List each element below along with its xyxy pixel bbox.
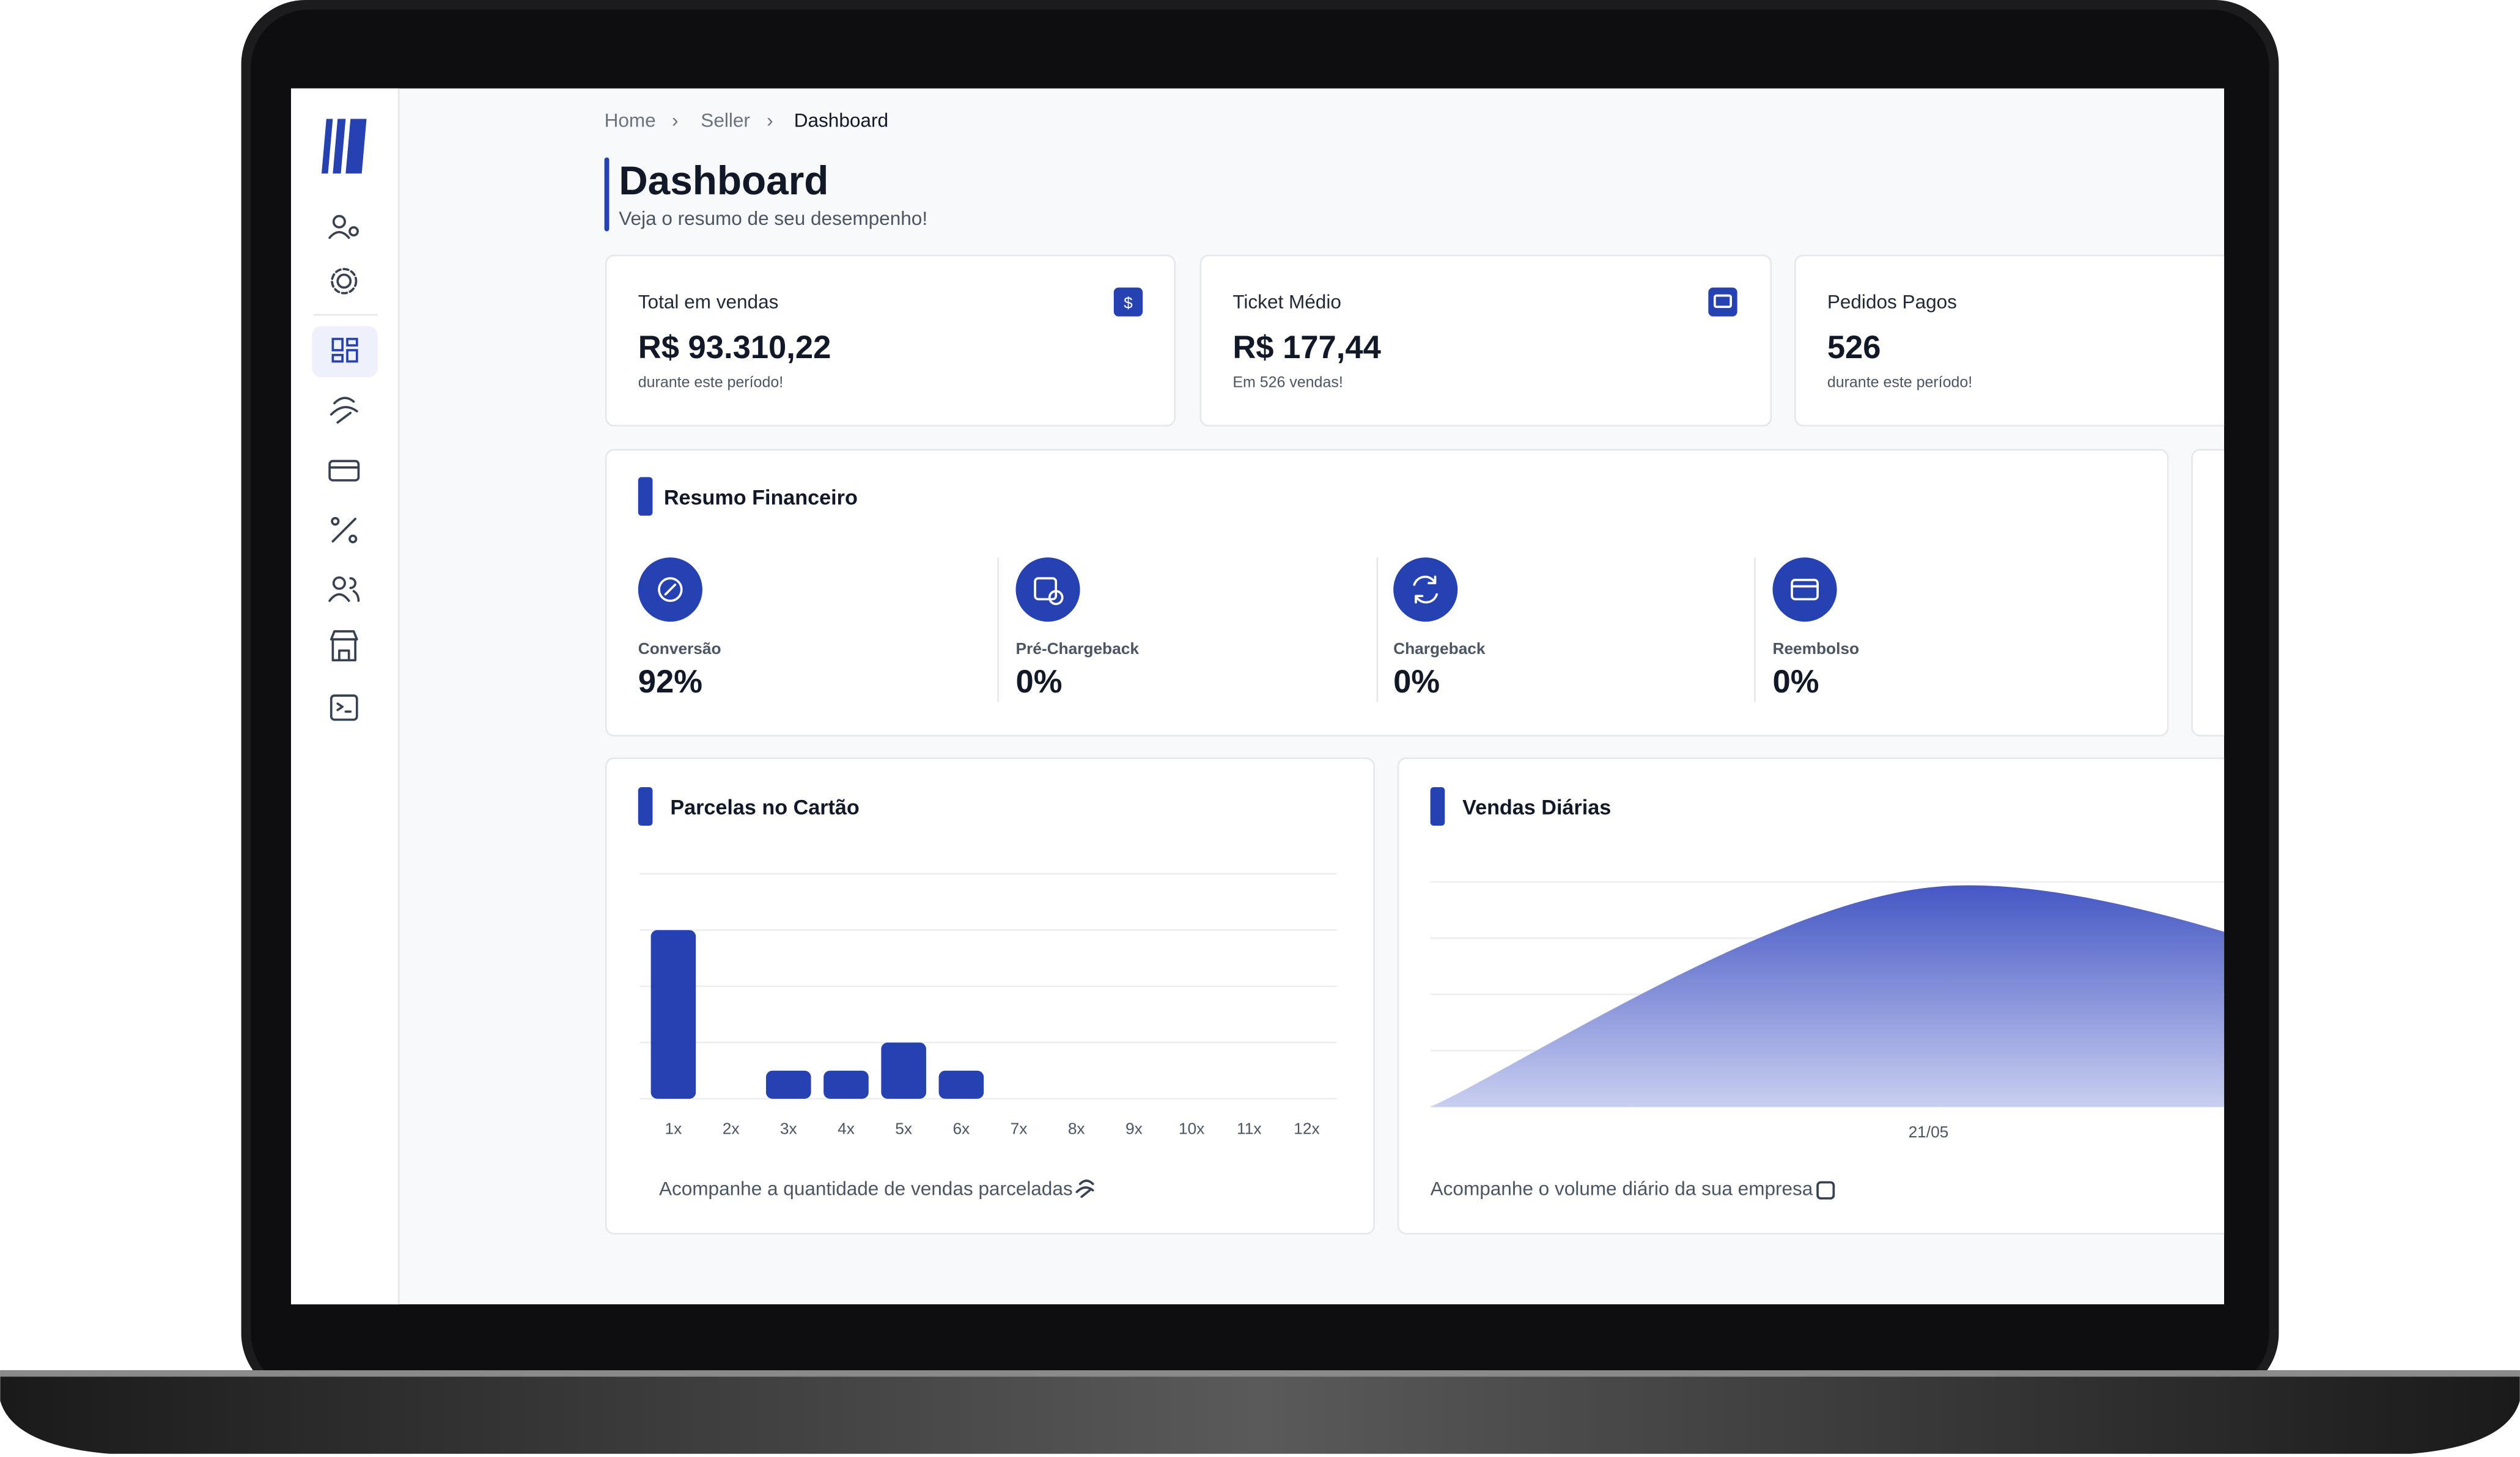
bar: [823, 1070, 869, 1099]
x-tick-label: 9x: [1126, 1120, 1143, 1138]
x-tick-label: 3x: [780, 1120, 797, 1138]
bar: [881, 1042, 926, 1099]
bar: [650, 930, 696, 1099]
summary-value: 0%: [1393, 664, 1440, 700]
stat-icon: [1708, 287, 1737, 317]
bar: [938, 1070, 984, 1099]
stat-value: R$ 93.310,22: [638, 329, 831, 365]
sidebar-icon[interactable]: [330, 694, 358, 721]
x-tick-label: 4x: [838, 1120, 855, 1138]
chart-title: Parcelas no Cartão: [670, 796, 859, 820]
sidebar-icon[interactable]: [331, 268, 358, 295]
sidebar-icon[interactable]: [331, 516, 358, 543]
logo: [321, 119, 367, 174]
sidebar-icon[interactable]: [328, 576, 360, 602]
breadcrumb-item[interactable]: Seller: [701, 109, 750, 131]
chart-caption: Acompanhe a quantidade de vendas parcela…: [659, 1178, 1073, 1200]
summary-label: Reembolso: [1772, 639, 1859, 658]
x-tick-label: 11x: [1237, 1120, 1261, 1138]
page-title: Dashboard: [619, 158, 828, 203]
stat-note: durante este período!: [638, 373, 783, 391]
laptop-base: [0, 1370, 2520, 1454]
stat-label: Pedidos Pagos: [1827, 291, 1957, 313]
x-tick-label: 8x: [1068, 1120, 1085, 1138]
stat-icon: [1113, 287, 1143, 317]
summary-label: Pré-Chargeback: [1015, 639, 1139, 658]
laptop-base-edge: [0, 1370, 2520, 1377]
header-accent: [604, 157, 610, 232]
x-tick-label: 10x: [1179, 1120, 1204, 1138]
sidebar-active: [312, 326, 378, 378]
breadcrumb-separator: ›: [672, 109, 679, 131]
stat-label: Total em vendas: [638, 291, 779, 313]
summary-value: 92%: [638, 664, 702, 700]
summary-value: 0%: [1015, 664, 1062, 700]
stat-label: Ticket Médio: [1232, 291, 1341, 313]
stat-icon-glyph: $: [1124, 294, 1133, 312]
breadcrumb-separator: ›: [767, 109, 773, 131]
stat-card: Total em vendas $ R$ 93.310,22 durante e…: [605, 254, 1176, 427]
stat-card: Ticket Médio R$ 177,44 Em 526 vendas!: [1199, 254, 1772, 427]
x-tick-label: 6x: [952, 1120, 970, 1138]
breadcrumb-item: Dashboard: [794, 109, 888, 131]
sidebar-icon[interactable]: [328, 215, 359, 239]
sidebar-icon[interactable]: [330, 630, 358, 662]
screen: Home › Seller › Dashboard Dashboard Veja…: [291, 88, 2225, 1305]
chart-caption: Acompanhe o volume diário da sua empresa: [1431, 1178, 1813, 1200]
plot-area: [1430, 885, 2225, 1107]
breadcrumb-item[interactable]: Home: [605, 109, 656, 131]
summary-value: 0%: [1772, 664, 1819, 700]
x-tick-label: 7x: [1011, 1120, 1028, 1138]
summary-label: Chargeback: [1393, 639, 1486, 658]
stat-value: 526: [1827, 329, 1881, 365]
x-tick-label: 5x: [895, 1120, 912, 1138]
x-tick-label: 2x: [723, 1120, 740, 1138]
sidebar-icon[interactable]: [331, 337, 358, 363]
chart-title: Vendas Diárias: [1462, 796, 1611, 820]
x-tick-label: 21/05: [1909, 1123, 1949, 1141]
stat-value: R$ 177,44: [1232, 329, 1381, 365]
sidebar-icon[interactable]: [330, 397, 358, 424]
bar-chart-card: Parcelas no Cartão Acompanhe a quantidad…: [605, 757, 1375, 1235]
summary-label: Conversão: [638, 639, 721, 658]
stat-note: Em 526 vendas!: [1232, 373, 1343, 391]
x-tick-label: 1x: [665, 1120, 682, 1138]
financial-summary: Resumo Financeiro Conversão 92% Pré-Char…: [605, 449, 2225, 737]
area: [1430, 885, 2225, 1107]
section-title: Resumo Financeiro: [664, 486, 858, 509]
area-chart-card: Vendas Diárias Acompanhe o volume diário…: [1397, 757, 2225, 1235]
x-tick-label: 12x: [1294, 1120, 1319, 1138]
page-subtitle: Veja o resumo de seu desempenho!: [619, 207, 927, 229]
sidebar-icon[interactable]: [328, 460, 360, 482]
stat-card: Pedidos Pagos 526 durante este período!: [1794, 254, 2225, 427]
bar: [765, 1070, 811, 1099]
stat-note: durante este período!: [1827, 373, 1972, 391]
